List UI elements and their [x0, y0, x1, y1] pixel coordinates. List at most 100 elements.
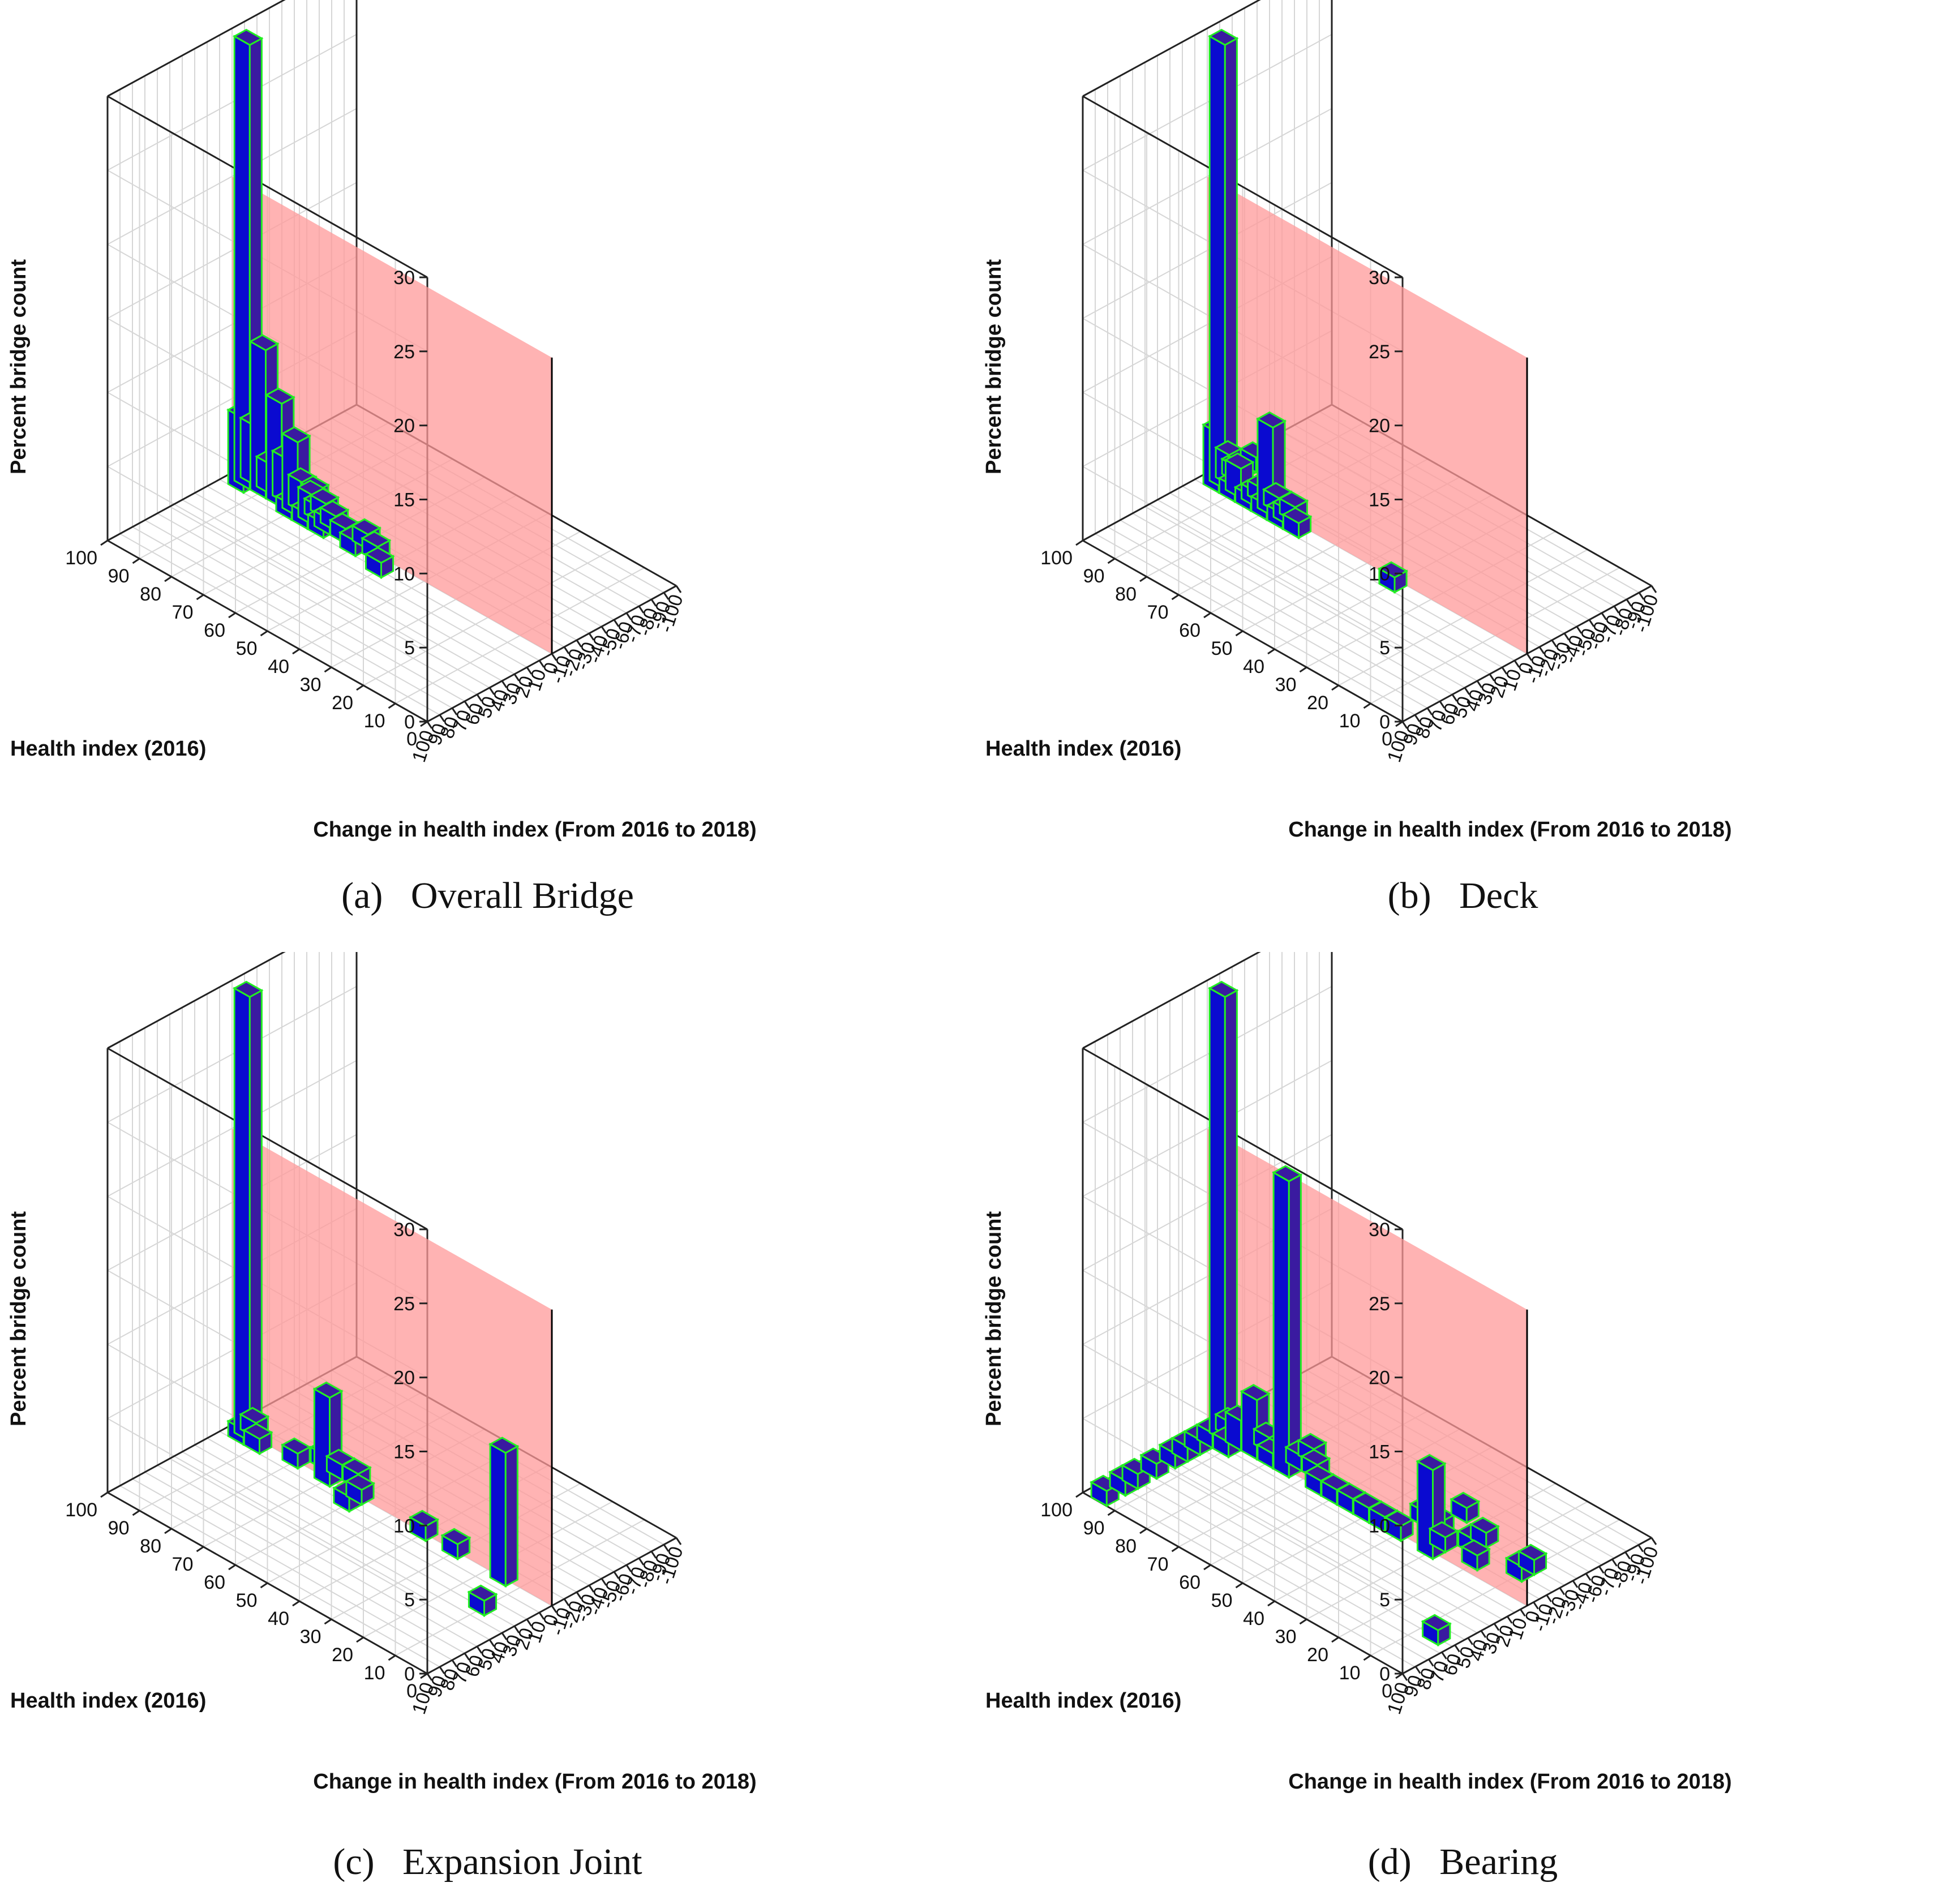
floor-grid-line: [194, 1444, 515, 1627]
x-tick-label: 30: [300, 674, 321, 696]
y-tick-mark: [588, 633, 595, 641]
bar: [1281, 507, 1313, 539]
floor-grid-line: [169, 1458, 490, 1640]
z-tick-label: 5: [404, 1589, 415, 1611]
caption-overall-bridge: (a) Overall Bridge: [0, 874, 975, 917]
y-tick-mark: [1546, 1594, 1552, 1602]
y-tick-mark: [1650, 585, 1657, 593]
bar-face-top: [1240, 1384, 1271, 1401]
x-tick-mark: [1171, 594, 1180, 601]
y-tick-mark: [1464, 687, 1470, 695]
x-tick-mark: [1299, 1618, 1307, 1625]
chart-deck: 0510152025301009080706050403020100100908…: [982, 0, 1732, 842]
y-tick-mark: [551, 1605, 558, 1613]
x-tick-label: 80: [140, 1536, 161, 1557]
x-tick-mark: [1267, 1600, 1275, 1607]
y-tick-mark: [576, 1592, 582, 1599]
x-tick-label: 20: [332, 692, 353, 714]
bar-face-top: [1383, 1510, 1415, 1528]
x-tick-mark: [1139, 576, 1147, 582]
floor-grid-line: [1120, 520, 1440, 702]
bar-face-top: [280, 1437, 312, 1455]
x-tick-label: 0: [406, 728, 417, 750]
floor-grid-line: [1107, 1478, 1428, 1661]
x-tick-label: 80: [1115, 584, 1137, 605]
bar: [408, 1510, 440, 1542]
bar: [1450, 1491, 1481, 1524]
y-tick-mark: [1501, 667, 1508, 675]
y-ticks: 1009080706050403020100-10-20-30-40-60-70…: [1383, 1537, 1663, 1717]
bar-face-top: [1428, 1521, 1459, 1539]
x-tick-label: 0: [1382, 728, 1392, 750]
z-tick-label: 15: [1369, 490, 1390, 511]
z-tick-label: 10: [1369, 563, 1390, 585]
bar-face-top: [280, 426, 312, 444]
panel-expansion-joint: 0 5 10 15 20 25 30 100 90 80 70 60 50 40 30 20 10 0 100 90 8…: [0, 952, 975, 1904]
x-tick-mark: [1331, 684, 1339, 691]
floor-grid-line: [1132, 1465, 1453, 1647]
x-tick-mark: [1395, 721, 1403, 727]
x-tick-mark: [100, 1491, 108, 1498]
bar: [1208, 28, 1239, 491]
zero-change-wall: [232, 1128, 552, 1606]
y-tick-mark: [526, 1619, 533, 1627]
bar-face-front: [233, 987, 251, 1443]
floor-grid-line: [1169, 492, 1490, 675]
x-tick-label: 40: [1243, 656, 1264, 677]
wall-grid-line: [107, 33, 357, 171]
x-tick-mark: [388, 1654, 396, 1661]
x-tick-label: 60: [204, 1572, 225, 1593]
panel-deck: 0 5 10 15 20 25 30 100 90 80 70 60 50 40 30 20 10 0 100 90 8…: [975, 0, 1950, 952]
bar-face-top: [1272, 1165, 1303, 1182]
x-tick-mark: [388, 702, 396, 709]
x-axis-label: Health index (2016): [10, 737, 206, 761]
x-tick-label: 40: [1243, 1608, 1264, 1629]
y-tick-mark: [426, 721, 433, 729]
floor-grid-line: [119, 533, 440, 715]
x-tick-label: 10: [364, 710, 385, 732]
chart-overall-bridge: 0510152025301009080706050403020100100908…: [7, 0, 757, 842]
x-tick-label: 50: [236, 1590, 258, 1611]
y-tick-mark: [601, 626, 607, 634]
y-tick-mark: [650, 599, 657, 607]
bar-face-top: [1255, 411, 1287, 429]
bar-face-top: [1416, 1453, 1447, 1472]
x-tick-label: 70: [172, 602, 194, 623]
z-tick-label: 5: [1379, 637, 1390, 659]
y-tick-mark: [501, 1632, 508, 1640]
floor-grid-line: [169, 506, 490, 688]
floor-grid-line: [1144, 506, 1465, 688]
z-tick-label: 25: [1369, 1293, 1390, 1315]
z-ticks: 0 5 10 15 20 25 30: [393, 1219, 427, 1685]
y-tick-mark: [1626, 599, 1632, 607]
x-tick-mark: [1363, 702, 1371, 709]
bar-face-top: [1278, 491, 1309, 509]
x-tick-mark: [1139, 1528, 1147, 1534]
bar-face-top: [488, 1436, 520, 1454]
chart-bearing: 0510152025301009080706050403020100100908…: [982, 952, 1732, 1794]
y-tick-mark: [613, 1571, 620, 1579]
y-tick-mark: [1426, 707, 1433, 715]
y-tick-mark: [625, 1564, 632, 1572]
y-tick-mark: [501, 680, 508, 688]
y-tick-mark: [1638, 592, 1645, 600]
x-tick-label: 30: [1275, 674, 1297, 696]
x-tick-mark: [100, 539, 108, 546]
y-tick-mark: [1493, 1623, 1500, 1631]
y-tick-mark: [613, 619, 620, 627]
bar-face-top: [264, 387, 295, 405]
floor-grid-line: [207, 486, 528, 668]
wall-grid-line: [1082, 466, 1403, 649]
y-tick-mark: [675, 585, 682, 593]
y-tick-mark: [1476, 680, 1483, 688]
wall-grid-line: [1082, 985, 1332, 1123]
bar-face-front: [489, 1443, 507, 1588]
bar-face-top: [344, 1473, 376, 1491]
caption-label: (c): [333, 1841, 375, 1882]
bar: [1460, 1539, 1491, 1572]
bar-face-top: [233, 28, 264, 46]
bar: [467, 1584, 498, 1617]
y-tick-mark: [1650, 1537, 1657, 1545]
y-tick-mark: [1533, 1601, 1539, 1610]
